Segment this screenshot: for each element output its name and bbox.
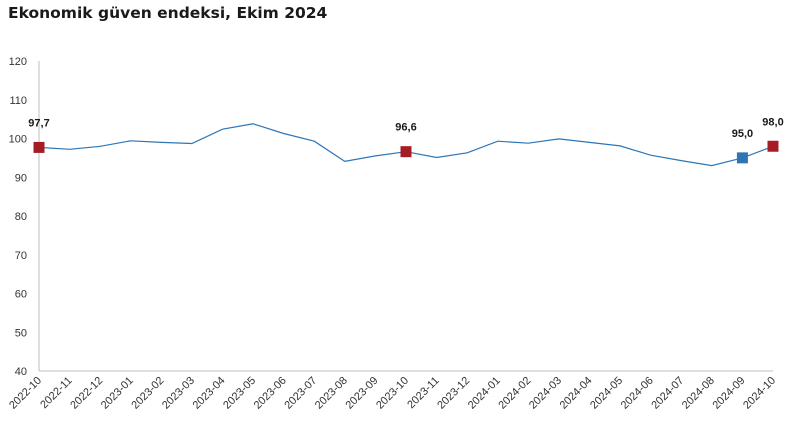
data-label: 96,6: [395, 122, 416, 134]
y-tick-label: 80: [15, 211, 27, 223]
x-tick-label: 2023-09: [344, 375, 381, 412]
x-tick-label: 2024-02: [496, 375, 533, 412]
x-tick-label: 2023-06: [252, 375, 289, 412]
y-tick-label: 120: [9, 56, 27, 68]
x-tick-label: 2023-02: [129, 375, 166, 412]
x-tick-label: 2024-10: [741, 375, 778, 412]
x-tick-label: 2023-11: [405, 375, 441, 411]
y-tick-label: 110: [9, 95, 27, 107]
y-tick-label: 50: [15, 327, 27, 339]
x-tick-label: 2022-10: [7, 375, 44, 412]
x-tick-label: 2024-09: [711, 375, 748, 412]
x-tick-label: 2023-12: [435, 375, 472, 412]
data-label: 97,7: [28, 117, 49, 129]
y-tick-label: 60: [15, 289, 27, 301]
x-tick-label: 2023-08: [313, 375, 350, 412]
x-axis: 2022-102022-112022-122023-012023-022023-…: [7, 370, 778, 412]
x-tick-label: 2023-07: [282, 375, 319, 412]
x-tick-label: 2023-10: [374, 375, 411, 412]
x-tick-label: 2023-04: [191, 375, 228, 412]
data-marker: [736, 152, 748, 164]
marker-layer: 97,7 96,6 95,0 98,0: [28, 116, 784, 164]
x-tick-label: 2022-11: [38, 375, 74, 411]
x-tick-label: 2022-12: [68, 375, 105, 412]
chart-title: Ekonomik güven endeksi, Ekim 2024: [8, 4, 328, 22]
x-tick-label: 2024-07: [649, 375, 686, 412]
data-label: 98,0: [762, 116, 783, 128]
data-marker: [767, 140, 779, 152]
x-tick-label: 2023-03: [160, 375, 197, 412]
x-tick-label: 2024-06: [619, 375, 656, 412]
y-tick-label: 40: [15, 366, 27, 378]
x-tick-label: 2024-03: [527, 375, 564, 412]
y-axis: 40 50 60 70 80 90 100 110 120: [9, 56, 40, 378]
x-tick-label: 2024-08: [680, 375, 717, 412]
data-marker: [33, 141, 45, 153]
x-tick-label: 2024-05: [588, 375, 625, 412]
x-tick-label: 2023-01: [99, 375, 136, 412]
data-marker: [400, 146, 412, 158]
x-tick-label: 2023-05: [221, 375, 258, 412]
y-tick-label: 90: [15, 172, 27, 184]
y-tick-label: 70: [15, 250, 27, 262]
y-tick-label: 100: [9, 134, 27, 146]
x-tick-label: 2024-04: [558, 375, 595, 412]
x-tick-label: 2024-01: [466, 375, 503, 412]
data-label: 95,0: [732, 128, 753, 140]
